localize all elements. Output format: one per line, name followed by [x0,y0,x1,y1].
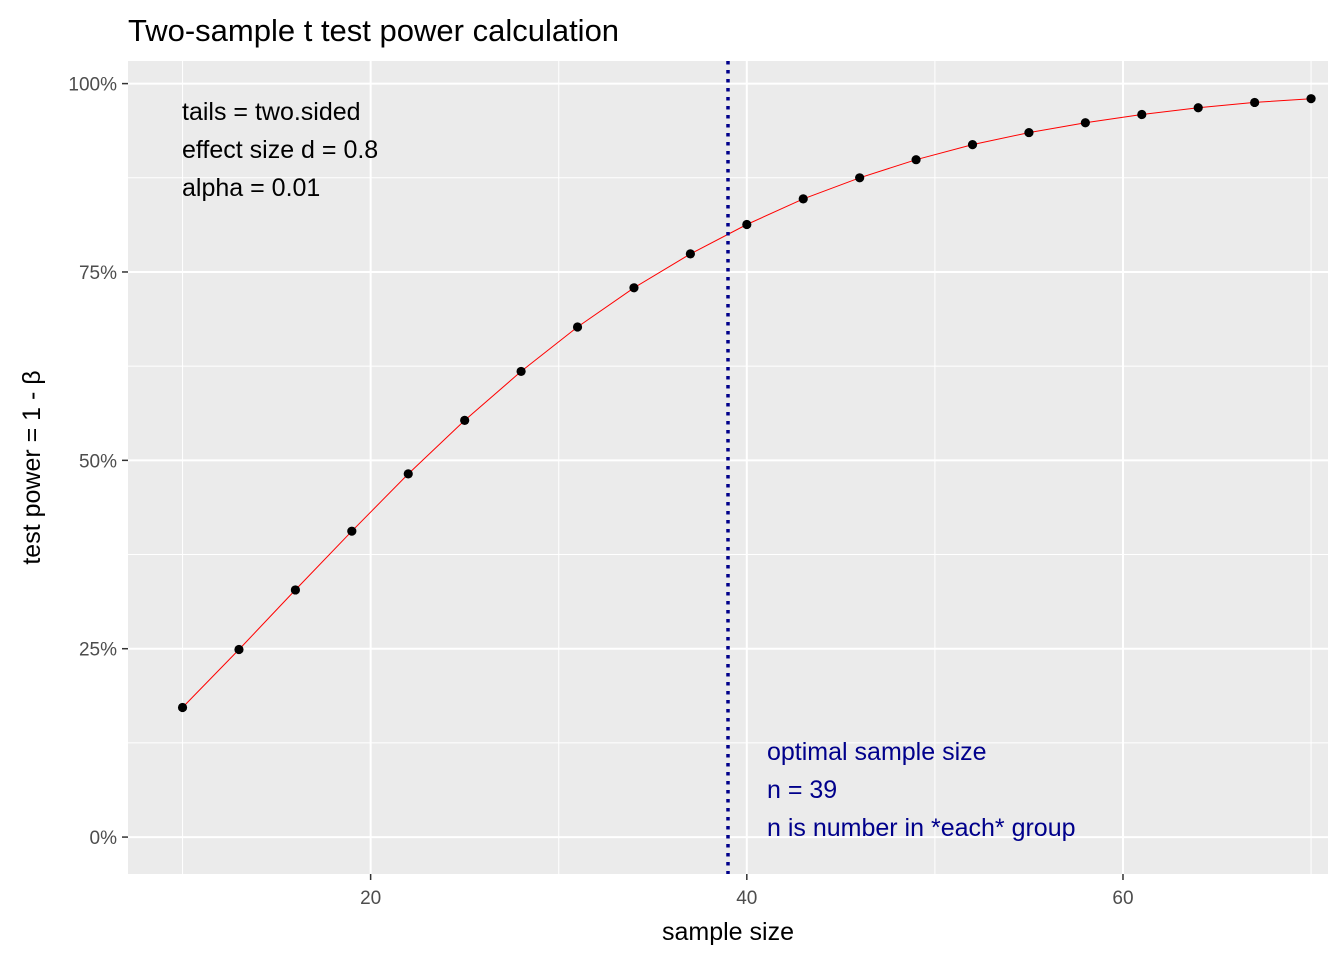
power-points [177,94,1316,713]
parameter-tails-label: tails = two.sided [182,98,361,126]
parameter-alpha-label: alpha = 0.01 [182,174,320,202]
data-point [347,526,357,536]
data-point [290,585,300,595]
y-tick-label: 25% [79,640,117,661]
y-tick-label: 75% [79,263,117,284]
optimal-n-label: n = 39 [767,776,837,804]
data-point [967,140,978,150]
x-tick-label: 40 [736,888,757,909]
data-point [1137,109,1147,120]
data-point [629,283,639,293]
data-point [798,194,808,204]
y-axis: 0% 25% 50% 75% 100% [68,75,128,849]
parameter-effect-size-label: effect size d = 0.8 [182,136,378,164]
data-point [403,469,413,479]
data-point [742,219,752,230]
data-point [855,173,865,183]
data-point [572,322,583,332]
y-tick-label: 50% [79,451,117,472]
y-axis-title: test power = 1 - β [18,370,46,564]
data-point [234,644,244,655]
parameters-annotation: tails = two.sided effect size d = 0.8 al… [182,98,378,202]
y-tick-label: 0% [90,828,118,849]
data-point [1306,94,1316,104]
chart-title: Two-sample t test power calculation [128,13,619,48]
x-tick-label: 20 [360,888,381,909]
data-point [516,366,526,377]
data-point [177,702,188,713]
data-point [1250,97,1260,108]
data-point [1080,118,1090,128]
x-axis-title: sample size [662,918,794,946]
optimal-sample-size-annotation: optimal sample size n = 39 n is number i… [767,738,1076,842]
data-point [460,415,470,426]
minor-gridlines [128,61,1328,874]
optimal-sample-size-label: optimal sample size [767,738,987,766]
x-tick-label: 60 [1112,888,1133,909]
data-point [1024,127,1034,138]
group-note-label: n is number in *each* group [767,814,1076,842]
x-axis: 20 40 60 [360,874,1134,909]
data-point [1193,103,1203,113]
data-point [911,155,921,165]
y-tick-label: 100% [68,75,117,96]
data-point [685,249,695,259]
